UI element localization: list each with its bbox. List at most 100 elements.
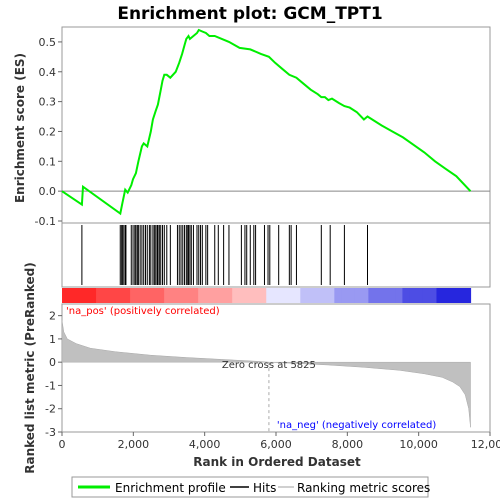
ranking-bar-segment — [177, 288, 186, 303]
es-y-tick-label: 0.5 — [39, 36, 57, 49]
ranking-bar-segment — [239, 288, 247, 303]
ranking-bar-segment — [164, 288, 172, 303]
ranking-metric-area — [61, 320, 471, 428]
es-y-tick-label: 0.4 — [39, 66, 57, 79]
ranking-bar-segment — [436, 288, 444, 303]
ranking-bar-segment — [286, 288, 295, 303]
ranking-bar-segment — [307, 288, 315, 303]
ranking-bar-segment — [463, 288, 472, 303]
ranking-bar-segment — [136, 288, 145, 303]
ranking-bar-segment — [279, 288, 288, 303]
ranking-bar-segment — [300, 288, 308, 303]
ranking-bar-segment — [204, 288, 213, 303]
ranking-bar-segment — [198, 288, 206, 303]
es-y-tick-label: -0.1 — [35, 215, 56, 228]
x-tick-label: 4,000 — [189, 438, 221, 451]
ranking-bar-segment — [381, 288, 390, 303]
es-y-axis: -0.1 0.0 0.1 0.2 0.3 0.4 0.5 — [35, 36, 62, 228]
legend-enrichment-profile: Enrichment profile — [115, 481, 226, 495]
ranking-bar-segment — [245, 288, 254, 303]
ranking-bar-segment — [82, 288, 90, 303]
es-y-tick-label: 0.0 — [39, 185, 57, 198]
ranking-bar-segment — [395, 288, 404, 303]
ranking-bar-segment — [116, 288, 124, 303]
ranking-bar-segment — [218, 288, 226, 303]
es-y-axis-label: Enrichment score (ES) — [13, 53, 27, 203]
ranking-bar-segment — [170, 288, 179, 303]
ranking-bar-segment — [191, 288, 199, 303]
ranking-bar-segment — [102, 288, 111, 303]
metric-y-tick-label: -1 — [45, 379, 56, 392]
ranking-bar-segment — [293, 288, 301, 303]
es-y-tick-label: 0.3 — [39, 96, 57, 109]
ranking-bar-segment — [313, 288, 322, 303]
ranking-bar-segment — [143, 288, 152, 303]
ranking-bar-segment — [266, 288, 274, 303]
ranking-bar-segment — [89, 288, 97, 303]
x-tick-label: 0 — [59, 438, 66, 451]
ranking-bar-segment — [150, 288, 158, 303]
legend-ranking-metric-scores: Ranking metric scores — [297, 481, 430, 495]
metric-y-axis: -3 -2 -1 0 1 2 — [45, 310, 62, 439]
metric-y-axis-label: Ranked list metric (PreRanked) — [23, 262, 37, 474]
ranking-bar-segment — [157, 288, 165, 303]
negative-correlation-label: 'na_neg' (negatively correlated) — [277, 420, 436, 431]
es-y-tick-label: 0.2 — [39, 125, 57, 138]
ranking-bar-segment — [320, 288, 329, 303]
ranking-bar-segment — [130, 288, 138, 303]
x-tick-label: 8,000 — [332, 438, 364, 451]
es-y-tick-label: 0.1 — [39, 155, 57, 168]
metric-y-tick-label: -3 — [45, 426, 56, 439]
ranking-bar-segment — [422, 288, 431, 303]
ranking-bar-segment — [334, 288, 342, 303]
ranking-color-bar — [62, 288, 472, 303]
ranking-bar-segment — [347, 288, 356, 303]
ranking-bar-segment — [232, 288, 240, 303]
ranking-bar-segment — [368, 288, 376, 303]
ranking-bar-segment — [327, 288, 335, 303]
x-tick-label: 12,000 — [471, 438, 500, 451]
ranking-bar-segment — [211, 288, 220, 303]
ranking-bar-segment — [252, 288, 261, 303]
ranking-bar-segment — [62, 288, 70, 303]
x-axis-label: Rank in Ordered Dataset — [193, 455, 361, 469]
metric-y-tick-label: 2 — [49, 310, 56, 323]
ranking-bar-segment — [68, 288, 77, 303]
ranking-bar-segment — [225, 288, 233, 303]
ranking-bar-segment — [375, 288, 383, 303]
positive-correlation-label: 'na_pos' (positively correlated) — [66, 306, 220, 317]
ranking-bar-segment — [388, 288, 397, 303]
legend — [71, 476, 429, 498]
zero-cross-label: Zero cross at 5825 — [222, 360, 316, 371]
enrichment-profile-line — [61, 28, 472, 216]
ranking-bar-segment — [259, 288, 267, 303]
x-tick-label: 6,000 — [260, 438, 292, 451]
ranking-bar-segment — [273, 288, 281, 303]
ranking-bar-segment — [96, 288, 104, 303]
ranking-bar-segment — [429, 288, 438, 303]
ranking-bar-segment — [341, 288, 349, 303]
ranking-bar-segment — [402, 288, 410, 303]
ranking-bar-segment — [75, 288, 84, 303]
metric-y-tick-label: -2 — [45, 403, 56, 416]
ranking-bar-segment — [416, 288, 424, 303]
x-tick-label: 2,000 — [118, 438, 150, 451]
ranking-bar-segment — [354, 288, 363, 303]
legend-hits: Hits — [253, 481, 276, 495]
ranking-bar-segment — [109, 288, 118, 303]
ranking-bar-segment — [450, 288, 458, 303]
chart-title: Enrichment plot: GCM_TPT1 — [117, 4, 382, 24]
ranking-bar-segment — [184, 288, 192, 303]
ranking-bar-segment — [443, 288, 451, 303]
x-axis: 0 2,000 4,000 6,000 8,000 10,000 12,000 — [59, 432, 500, 451]
hit-marks — [81, 225, 368, 285]
ranking-bar-segment — [123, 288, 131, 303]
metric-y-tick-label: 0 — [49, 356, 56, 369]
x-tick-label: 10,000 — [399, 438, 438, 451]
ranking-bar-segment — [456, 288, 465, 303]
ranking-bar-segment — [361, 288, 369, 303]
es-panel — [61, 26, 491, 224]
ranking-bar-segment — [409, 288, 417, 303]
